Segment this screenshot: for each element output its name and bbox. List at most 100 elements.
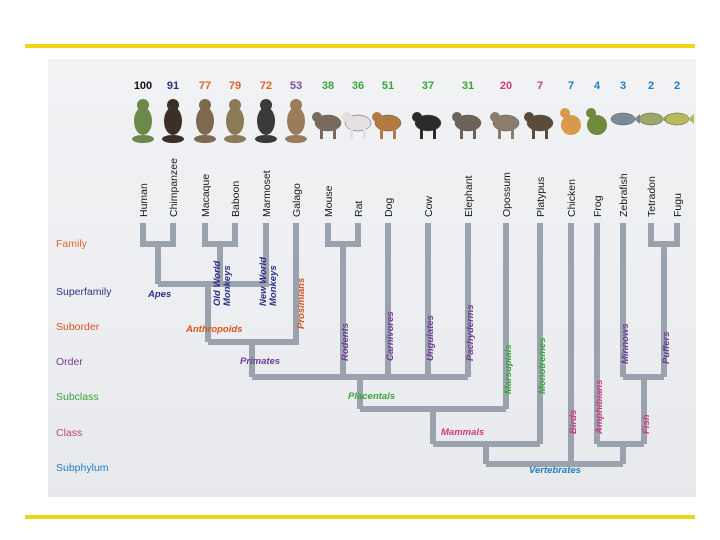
group-apes: Apes xyxy=(147,289,171,300)
galago-icon xyxy=(285,99,307,143)
species-baboon: 79 Baboon xyxy=(224,80,246,217)
dog-icon xyxy=(372,112,402,139)
group-placentals: Placentals xyxy=(348,391,395,402)
species-number: 3 xyxy=(620,80,626,92)
rank-family: Family xyxy=(56,238,88,250)
species-marmoset: 72 Marmoset xyxy=(255,80,277,217)
species-number: 91 xyxy=(167,80,179,92)
species-number: 53 xyxy=(290,80,302,92)
group-carnivores: Carnivores xyxy=(385,311,396,361)
species-layer: 100Human91Chimpanzee77Macaque79Baboon72M… xyxy=(132,80,694,217)
chicken-icon xyxy=(560,108,581,135)
species-dog: 51 Dog xyxy=(372,80,402,217)
branch-apes xyxy=(140,223,176,284)
group-ungulates: Ungulates xyxy=(425,315,436,361)
top-rule xyxy=(25,44,695,48)
species-opossum: 20 Opossum xyxy=(490,80,520,217)
species-name: Fugu xyxy=(672,193,684,217)
species-name: Tetradon xyxy=(646,176,658,217)
species-platypus: 7 Platypus xyxy=(524,80,554,217)
group-new-world-line1: New World xyxy=(258,257,269,306)
species-name: Cow xyxy=(423,196,435,217)
rank-subphylum: Subphylum xyxy=(56,462,109,474)
human-figure-icon xyxy=(132,99,154,143)
group-anthropoids: Anthropoids xyxy=(185,324,242,335)
branch-puffers xyxy=(648,223,680,377)
opossum-icon xyxy=(490,112,520,139)
macaque-icon xyxy=(194,99,216,143)
species-number: 100 xyxy=(134,80,152,92)
zebrafish-icon xyxy=(610,112,640,126)
species-name: Dog xyxy=(383,198,395,217)
species-chicken: 7 Chicken xyxy=(560,80,581,217)
group-labels: Apes Old World Monkeys New World Monkeys… xyxy=(147,257,672,476)
tetradon-icon xyxy=(638,112,668,126)
species-name: Rat xyxy=(353,201,365,217)
species-elephant: 31 Elephant xyxy=(452,80,482,217)
branch-placentals xyxy=(252,319,468,409)
cow-icon xyxy=(412,112,442,139)
species-number: 2 xyxy=(648,80,654,92)
group-monotremes: Monotremes xyxy=(537,338,548,394)
species-macaque: 77 Macaque xyxy=(194,80,216,217)
group-rodents: Rodents xyxy=(340,323,351,361)
species-rat: 36 Rat xyxy=(342,80,372,217)
rat-icon xyxy=(342,112,372,139)
marmoset-icon xyxy=(255,99,277,143)
phylogeny-figure: Family Superfamily Suborder Order Subcla… xyxy=(48,59,696,497)
species-name: Elephant xyxy=(463,175,475,217)
species-number: 4 xyxy=(594,80,601,92)
species-number: 77 xyxy=(199,80,211,92)
species-name: Marmoset xyxy=(261,170,273,217)
platypus-icon xyxy=(524,112,554,139)
species-name: Opossum xyxy=(501,172,513,217)
species-number: 2 xyxy=(674,80,680,92)
species-chimpanzee: 91 Chimpanzee xyxy=(162,80,184,217)
frog-icon xyxy=(586,108,607,135)
species-name: Zebrafish xyxy=(618,173,630,217)
group-vertebrates: Vertebrates xyxy=(529,465,581,476)
branch-old-world xyxy=(202,223,238,284)
group-minnows: Minnows xyxy=(620,323,631,364)
elephant-icon xyxy=(452,112,482,139)
branch-mammals-join xyxy=(433,441,540,464)
group-pachyderms: Pachyderms xyxy=(465,304,476,361)
rank-subclass: Subclass xyxy=(56,391,99,403)
group-prosimians: Prosimians xyxy=(296,278,307,329)
species-number: 51 xyxy=(382,80,394,92)
group-old-world-line2: Monkeys xyxy=(222,265,233,306)
species-number: 36 xyxy=(352,80,364,92)
species-mouse: 38 Mouse xyxy=(312,80,342,217)
species-cow: 37 Cow xyxy=(412,80,442,217)
tree-branches xyxy=(140,223,680,467)
group-puffers: Puffers xyxy=(661,331,672,364)
group-amphibians: Amphibians xyxy=(594,380,605,435)
species-name: Chimpanzee xyxy=(168,158,180,217)
species-name: Baboon xyxy=(230,181,242,217)
group-primates: Primates xyxy=(240,356,280,367)
mouse-icon xyxy=(312,112,342,139)
phylogeny-tree: Family Superfamily Suborder Order Subcla… xyxy=(56,80,694,476)
species-name: Platypus xyxy=(535,177,547,217)
branch-mammals xyxy=(360,406,506,444)
species-number: 31 xyxy=(462,80,474,92)
rank-suborder: Suborder xyxy=(56,321,100,333)
group-birds: Birds xyxy=(568,410,579,434)
species-frog: 4 Frog xyxy=(586,80,607,217)
species-number: 72 xyxy=(260,80,272,92)
species-name: Galago xyxy=(291,183,303,217)
species-galago: 53 Galago xyxy=(285,80,307,217)
rank-labels: Family Superfamily Suborder Order Subcla… xyxy=(56,238,112,474)
group-old-world-line1: Old World xyxy=(212,261,223,306)
species-number: 37 xyxy=(422,80,434,92)
rank-class: Class xyxy=(56,427,82,439)
chimpanzee-icon xyxy=(162,99,184,143)
branch-rodents xyxy=(325,223,361,319)
branch-anthropoids xyxy=(158,223,269,342)
rank-order: Order xyxy=(56,356,83,368)
group-mammals: Mammals xyxy=(441,427,484,438)
group-marsupials: Marsupials xyxy=(503,344,514,394)
species-number: 38 xyxy=(322,80,334,92)
branch-primates xyxy=(208,223,299,377)
species-number: 7 xyxy=(568,80,574,92)
